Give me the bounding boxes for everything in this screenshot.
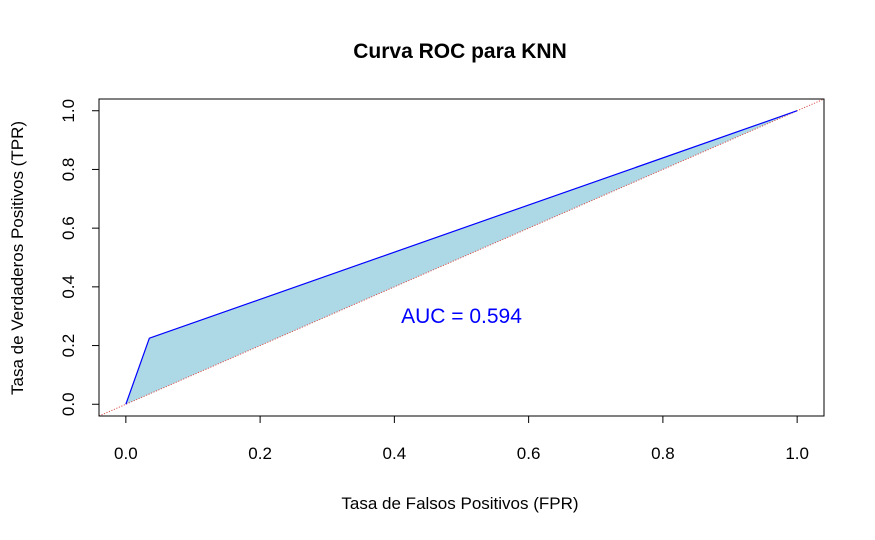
- x-tick-label: 0.6: [517, 444, 541, 463]
- y-tick-label: 0.2: [59, 334, 78, 358]
- y-axis-title: Tasa de Verdaderos Positivos (TPR): [8, 121, 27, 395]
- x-tick-label: 0.8: [651, 444, 675, 463]
- y-tick-label: 1.0: [59, 99, 78, 123]
- y-tick-label: 0.6: [59, 216, 78, 240]
- y-tick-label: 0.4: [59, 275, 78, 299]
- x-tick-label: 0.0: [114, 444, 138, 463]
- chart-title: Curva ROC para KNN: [353, 40, 567, 63]
- diagonal-reference-line: [99, 99, 824, 416]
- y-tick-label: 0.0: [59, 392, 78, 416]
- x-tick-label: 0.4: [383, 444, 407, 463]
- plot-area: 0.0 0.2 0.4 0.6 0.8 1.0 0.0 0.2 0.4 0.6 0.8 1.0 AUC …: [59, 98, 825, 463]
- x-tick-label: 1.0: [785, 444, 809, 463]
- x-tick-label: 0.2: [248, 444, 272, 463]
- x-axis-title: Tasa de Falsos Positivos (FPR): [341, 494, 578, 513]
- auc-annotation: AUC = 0.594: [401, 305, 522, 328]
- roc-curve-line: [125, 110, 798, 405]
- y-tick-label: 0.8: [59, 158, 78, 182]
